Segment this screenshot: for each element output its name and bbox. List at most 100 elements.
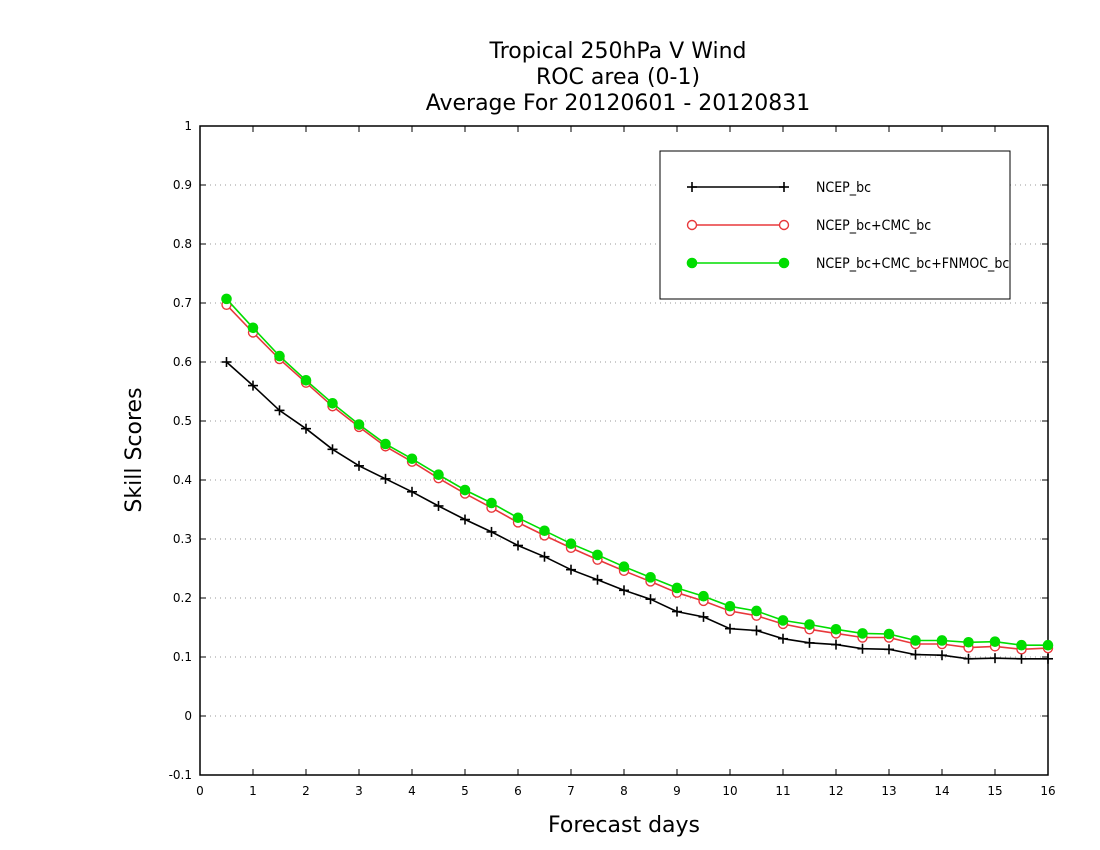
- x-tick-label: 1: [249, 784, 257, 798]
- data-point: [645, 594, 656, 605]
- x-tick-label: 10: [722, 784, 737, 798]
- series-ncep-bc-cmc-bc: [221, 299, 1054, 655]
- data-point: [486, 526, 497, 537]
- series-line: [225, 304, 1049, 651]
- y-tick-label: 0: [184, 709, 192, 723]
- data-point: [406, 453, 418, 465]
- data-point: [725, 623, 735, 634]
- legend-marker: [687, 182, 697, 192]
- data-point: [936, 635, 948, 646]
- data-point: [777, 615, 789, 626]
- data-point: [857, 643, 868, 654]
- data-point: [751, 605, 762, 617]
- legend-item: NCEP_bc: [687, 180, 871, 196]
- data-point: [221, 357, 232, 367]
- data-point: [804, 619, 815, 630]
- x-tick-label: 3: [355, 784, 363, 798]
- data-point: [751, 625, 762, 636]
- data-point: [592, 574, 603, 585]
- data-point: [937, 650, 947, 661]
- data-point: [539, 551, 550, 562]
- x-tick-label: 5: [461, 784, 469, 798]
- data-point: [512, 512, 524, 524]
- data-point: [1016, 639, 1027, 651]
- series-line: [225, 361, 1048, 660]
- data-point: [380, 438, 391, 450]
- legend-item: NCEP_bc+CMC_bc: [686, 218, 931, 234]
- data-point: [883, 628, 895, 640]
- legend-label: NCEP_bc+CMC_bc+FNMOC_bc: [816, 256, 1009, 272]
- x-tick-label: 12: [828, 784, 843, 798]
- x-tick-label: 4: [408, 784, 416, 798]
- data-point: [989, 636, 1001, 647]
- legend-marker: [779, 182, 789, 192]
- data-point: [1042, 639, 1054, 651]
- data-point: [1043, 653, 1053, 664]
- data-point: [300, 374, 312, 386]
- series-ncep-bc: [221, 357, 1053, 664]
- y-tick-label: 0.4: [173, 473, 192, 487]
- data-point: [672, 606, 682, 617]
- data-point: [990, 653, 1000, 664]
- chart-title-line-3: Average For 20120601 - 20120831: [426, 91, 811, 116]
- x-tick-label: 8: [620, 784, 628, 798]
- y-tick-label: 0.7: [173, 296, 192, 310]
- data-point: [778, 633, 788, 644]
- legend-marker: [778, 257, 790, 269]
- data-point: [486, 497, 497, 509]
- data-point: [353, 419, 365, 430]
- legend: NCEP_bc NCEP_bc+CMC_bc NCEP_bc+CMC_bc+FNMO…: [659, 150, 1011, 300]
- x-tick-label: 15: [987, 784, 1002, 798]
- y-tick-label: 0.2: [173, 591, 192, 605]
- data-point: [248, 380, 258, 391]
- legend-entries: NCEP_bc NCEP_bc+CMC_bc NCEP_bc+CMC_bc+FNMO…: [686, 180, 1009, 272]
- data-point: [724, 600, 736, 612]
- legend-marker: [686, 257, 698, 269]
- y-tick-label: 0.6: [173, 355, 192, 369]
- data-point: [645, 572, 656, 583]
- legend-label: NCEP_bc: [816, 180, 871, 196]
- data-point: [539, 525, 550, 537]
- y-tick-label: 0.9: [173, 178, 192, 192]
- x-tick-label: 6: [514, 784, 522, 798]
- data-point: [433, 469, 444, 480]
- series-ncep-bc-cmc-bc-fnmoc-bc: [221, 293, 1054, 651]
- data-point: [565, 538, 577, 550]
- x-tick-label: 13: [881, 784, 896, 798]
- y-tick-label: 0.3: [173, 532, 192, 546]
- y-tick-label: 1: [184, 119, 192, 133]
- x-tick-label: 0: [196, 784, 204, 798]
- x-tick-label: 7: [567, 784, 575, 798]
- data-point: [963, 653, 974, 664]
- series-group: [221, 293, 1054, 664]
- data-point: [857, 628, 868, 639]
- x-axis-label: Forecast days: [548, 813, 700, 838]
- series-line: [225, 298, 1048, 647]
- data-point: [618, 561, 630, 573]
- data-point: [513, 540, 523, 551]
- x-tick-label: 14: [934, 784, 949, 798]
- axis-ticks: -0.100.10.20.30.40.50.60.70.80.910 1 2 3 4 5 6…: [169, 119, 1056, 798]
- data-point: [592, 549, 603, 561]
- data-point: [698, 611, 709, 622]
- data-point: [566, 564, 576, 575]
- data-point: [884, 644, 894, 655]
- chart-title-line-1: Tropical 250hPa V Wind: [488, 39, 746, 64]
- y-tick-label: 0.1: [173, 650, 192, 664]
- data-point: [910, 649, 921, 660]
- x-tick-label: 16: [1040, 784, 1055, 798]
- data-point: [407, 486, 417, 497]
- data-point: [460, 514, 470, 525]
- legend-item: NCEP_bc+CMC_bc+FNMOC_bc: [686, 256, 1009, 272]
- data-point: [247, 322, 259, 334]
- data-point: [1016, 653, 1027, 664]
- chart-title-line-2: ROC area (0-1): [536, 65, 700, 90]
- data-point: [354, 460, 364, 471]
- x-tick-label: 9: [673, 784, 681, 798]
- x-tick-label: 11: [775, 784, 790, 798]
- data-point: [830, 623, 842, 635]
- legend-marker: [686, 219, 698, 231]
- data-point: [910, 635, 921, 646]
- data-point: [221, 293, 232, 305]
- data-point: [327, 444, 338, 455]
